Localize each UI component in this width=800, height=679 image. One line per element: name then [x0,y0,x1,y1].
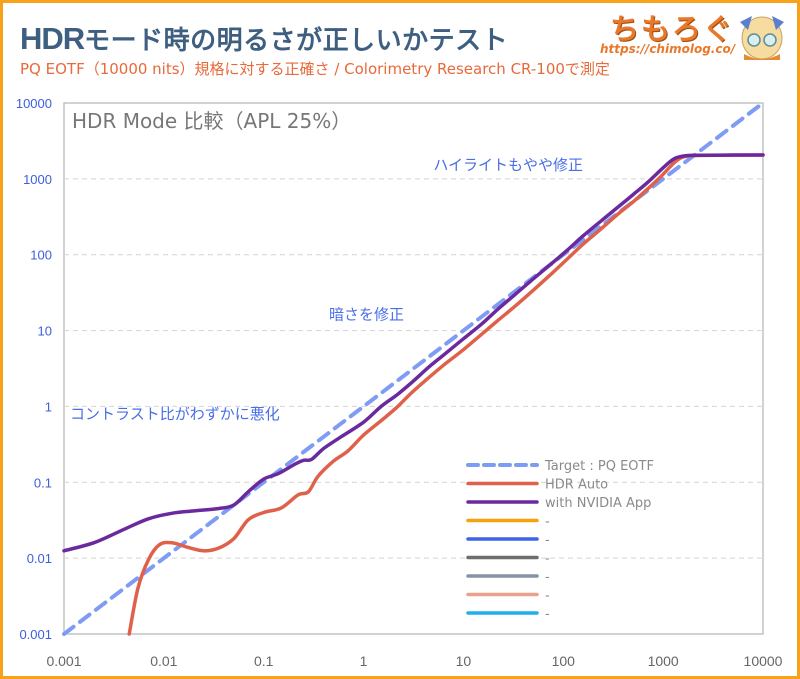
page-title: HDRモード時の明るさが正しいかテスト [20,20,508,57]
site-logo: ちもろぐ https://chimolog.co/ [600,6,790,60]
series-group [62,101,765,636]
y-tick-label: 1000 [23,172,52,187]
series-line-with-nvidia-app [62,153,765,553]
page-subtitle: PQ EOTF（10000 nits）規格に対する正確さ / Colorimet… [20,60,610,78]
logo-text: ちもろぐ [610,12,735,46]
legend-label: - [545,552,550,567]
mascot-icon [740,16,784,60]
y-tick-label: 10000 [16,96,52,111]
y-axis-ticks: 0.001 0.01 0.1 1 10 100 1000 10000 [16,96,52,642]
legend-label: Target : PQ EOTF [544,459,654,474]
x-tick-label: 1 [360,653,368,669]
x-tick-label: 10 [456,653,472,669]
y-tick-label: 100 [30,248,52,263]
legend: Target : PQ EOTF HDR Auto with NVIDIA App -… [466,459,654,622]
legend-label: - [545,515,550,530]
x-axis-ticks: 0.001 0.01 0.1 1 10 100 1000 10000 [46,653,782,669]
x-tick-label: 0.001 [46,653,81,669]
legend-label: - [545,570,550,585]
x-tick-label: 10000 [744,653,783,669]
title-prefix: HDR [20,21,85,56]
chart-title: HDR Mode 比較（APL 25%） [72,109,351,133]
annotation-label: 暗さを修正 [329,305,404,323]
y-tick-label: 10 [38,324,52,339]
x-tick-label: 1000 [648,653,679,669]
legend-label: HDR Auto [545,478,608,493]
legend-label: - [545,607,550,622]
annotation-label: ハイライトもやや修正 [433,156,583,174]
legend-label: - [545,589,550,604]
title-text: モード時の明るさが正しいかテスト [84,26,509,56]
legend-label: with NVIDIA App [545,496,651,511]
y-tick-label: 0.1 [34,475,52,490]
logo-url: https://chimolog.co/ [600,42,736,56]
y-tick-label: 1 [45,399,52,414]
x-tick-label: 100 [552,653,576,669]
x-tick-label: 0.1 [254,653,274,669]
y-tick-label: 0.001 [19,627,52,642]
y-tick-label: 0.01 [27,551,52,566]
x-tick-label: 0.01 [150,653,177,669]
annotation-label: コントラスト比がわずかに悪化 [70,405,280,423]
legend-label: - [545,533,550,548]
series-line-hdr-auto [127,153,765,636]
